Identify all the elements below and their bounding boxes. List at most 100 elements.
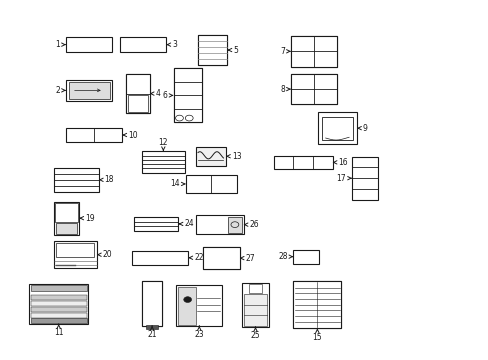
Text: 4: 4 — [155, 89, 160, 98]
Bar — [173, 68, 202, 122]
Bar — [351, 157, 377, 200]
Text: 22: 22 — [194, 253, 203, 262]
Bar — [198, 35, 227, 65]
Bar — [31, 313, 86, 318]
Bar — [132, 256, 188, 259]
Bar — [248, 284, 262, 293]
Bar — [142, 309, 162, 326]
Text: 13: 13 — [231, 152, 241, 161]
Bar — [31, 285, 86, 291]
Bar — [126, 74, 149, 113]
Bar — [145, 325, 158, 329]
Bar — [294, 293, 339, 299]
Bar — [66, 37, 112, 52]
Text: 6: 6 — [163, 91, 167, 100]
Bar — [132, 251, 188, 265]
Text: 15: 15 — [312, 333, 322, 342]
Bar — [273, 156, 332, 169]
Circle shape — [183, 297, 191, 302]
Text: 14: 14 — [170, 179, 180, 188]
Bar — [54, 180, 99, 186]
Text: 21: 21 — [147, 330, 157, 339]
Bar — [195, 147, 225, 166]
Bar — [134, 217, 178, 221]
Bar — [56, 223, 77, 234]
Bar — [54, 168, 99, 174]
Bar — [243, 294, 267, 326]
Bar — [142, 168, 184, 173]
Bar — [290, 36, 337, 67]
Bar — [56, 243, 94, 257]
Bar — [69, 82, 109, 99]
Bar — [132, 262, 188, 265]
Bar — [142, 164, 184, 168]
Bar — [198, 54, 227, 65]
Bar — [142, 156, 184, 160]
Bar — [54, 174, 99, 180]
Bar — [31, 301, 86, 306]
Bar — [54, 186, 99, 192]
Text: 19: 19 — [85, 214, 95, 222]
Bar — [203, 247, 239, 269]
Bar — [54, 241, 97, 268]
Bar — [294, 288, 339, 293]
Bar — [66, 80, 112, 101]
Text: 1: 1 — [55, 40, 60, 49]
Text: 3: 3 — [172, 40, 177, 49]
Text: 2: 2 — [55, 86, 60, 95]
Text: 20: 20 — [102, 250, 112, 259]
Bar — [294, 316, 339, 321]
Bar — [173, 68, 202, 82]
Bar — [293, 250, 318, 264]
Bar — [54, 168, 99, 192]
Bar — [142, 281, 162, 326]
Text: 5: 5 — [233, 46, 238, 55]
Bar — [317, 112, 356, 144]
Bar — [204, 248, 237, 259]
Bar — [228, 217, 241, 233]
Bar — [242, 283, 268, 327]
Bar — [177, 287, 195, 325]
Bar — [66, 128, 122, 142]
Text: 7: 7 — [280, 47, 285, 56]
Bar — [142, 151, 184, 156]
Bar — [198, 35, 227, 65]
Text: 9: 9 — [362, 123, 367, 132]
Bar — [290, 36, 337, 67]
Bar — [29, 284, 88, 324]
Bar — [142, 151, 184, 173]
Text: 8: 8 — [280, 85, 285, 94]
Text: 17: 17 — [336, 174, 346, 183]
Bar — [290, 93, 337, 104]
Bar — [31, 318, 86, 323]
Bar — [31, 307, 86, 312]
Bar — [55, 203, 78, 222]
Bar — [31, 294, 86, 300]
Bar — [294, 310, 339, 316]
Bar — [195, 215, 243, 234]
Bar — [126, 74, 149, 113]
Bar — [142, 281, 162, 326]
Text: 27: 27 — [245, 253, 255, 263]
Bar — [142, 160, 184, 164]
Bar — [293, 281, 341, 328]
Bar — [54, 202, 79, 235]
Bar — [176, 285, 222, 326]
Bar — [185, 175, 237, 193]
Bar — [134, 217, 178, 231]
Bar — [294, 282, 339, 288]
Bar — [293, 281, 341, 328]
Bar — [128, 95, 147, 112]
Text: 12: 12 — [158, 138, 168, 147]
Bar — [290, 55, 337, 67]
Bar — [321, 117, 352, 140]
Bar — [173, 68, 202, 122]
Text: 18: 18 — [104, 175, 114, 184]
Bar — [134, 221, 178, 226]
Bar — [120, 37, 166, 52]
Text: 10: 10 — [128, 130, 138, 139]
Text: 11: 11 — [54, 328, 63, 337]
Bar — [126, 74, 149, 91]
Text: 23: 23 — [194, 330, 203, 339]
Bar — [134, 226, 178, 231]
